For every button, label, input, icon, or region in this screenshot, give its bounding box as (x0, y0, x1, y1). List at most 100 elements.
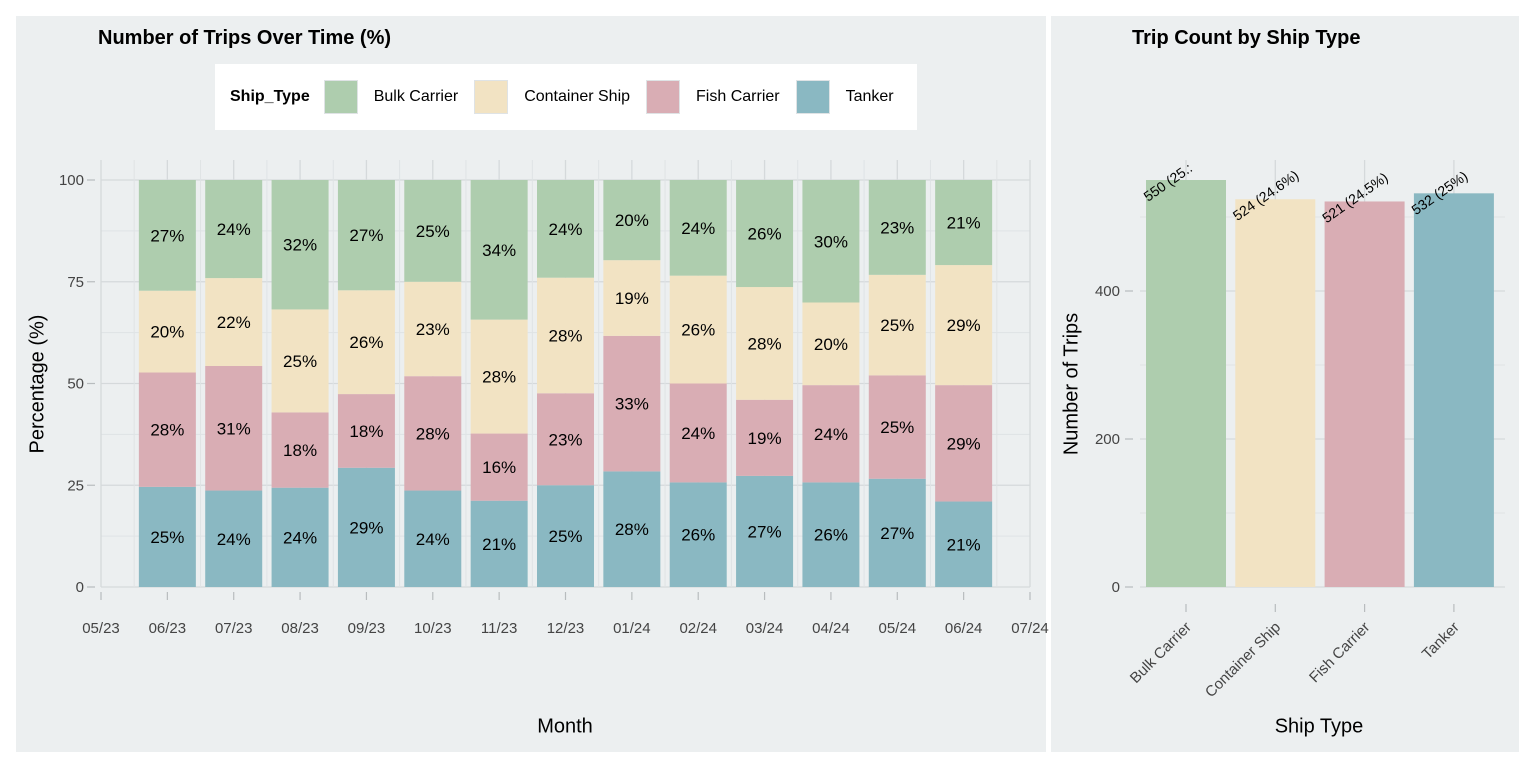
data-label: 24% (217, 530, 251, 549)
data-label: 26% (681, 526, 715, 545)
bar-segment (337, 467, 395, 587)
data-label: 21% (482, 535, 516, 554)
y-tick-label: 0 (76, 579, 84, 596)
bar-segment (337, 180, 395, 291)
y-tick-label: 0 (1112, 579, 1120, 596)
data-label: 32% (283, 236, 317, 255)
legend-title: Ship_Type (230, 88, 310, 105)
x-tick-label: Container Ship (1202, 619, 1284, 701)
data-label: 22% (217, 313, 251, 332)
bar-segment (802, 482, 860, 587)
x-tick-label: 09/23 (348, 620, 386, 637)
data-label: 28% (615, 520, 649, 539)
legend-label: Tanker (845, 88, 894, 105)
data-label: 16% (482, 458, 516, 477)
data-label: 26% (349, 333, 383, 352)
data-label: 21% (947, 214, 981, 233)
bar-segment (537, 393, 594, 486)
x-tick-label: 06/23 (149, 620, 187, 637)
bar-segment (537, 180, 594, 278)
legend-key-fish-carrier (646, 80, 681, 114)
bar (1146, 180, 1226, 587)
data-label: 18% (283, 441, 317, 460)
x-tick-label: 03/24 (746, 620, 784, 637)
bar-segment (736, 180, 794, 288)
data-label: 25% (880, 418, 914, 437)
x-tick-label: 11/23 (481, 620, 517, 637)
data-label: 28% (748, 334, 782, 353)
bar-segment (271, 487, 329, 587)
data-label: 26% (681, 321, 715, 340)
bar-segment (138, 486, 196, 587)
bar-segment (935, 385, 993, 502)
bar-segment (802, 385, 860, 483)
bar-segment (736, 475, 794, 587)
data-label: 20% (814, 335, 848, 354)
bar-segment (868, 274, 926, 376)
bar-segment (603, 180, 661, 261)
data-label: 24% (217, 220, 251, 239)
bar-segment (669, 482, 727, 587)
bar-segment (603, 260, 661, 336)
bar-segment (537, 277, 594, 394)
x-tick-label: Tanker (1419, 619, 1463, 663)
data-label: 27% (349, 226, 383, 245)
data-label: 24% (548, 220, 582, 239)
y-tick-label: 200 (1095, 431, 1120, 448)
x-tick-label: 12/23 (547, 620, 585, 637)
legend-item-fish-carrier: Fish Carrier (646, 80, 780, 114)
data-label: 24% (681, 219, 715, 238)
bar-segment (138, 372, 196, 487)
data-label: 20% (615, 211, 649, 230)
bar-segment (404, 490, 462, 587)
bar (1413, 193, 1494, 587)
x-tick-label: Bulk Carrier (1127, 619, 1195, 687)
data-label: 25% (150, 528, 184, 547)
bar (1324, 201, 1405, 587)
bar-segment (470, 180, 528, 320)
x-tick-label: 10/23 (414, 620, 452, 637)
data-label: 28% (548, 326, 582, 345)
data-label: 20% (150, 323, 184, 342)
y-tick-label: 75 (67, 274, 84, 291)
bar-segment (736, 399, 794, 476)
bar-segment (205, 278, 263, 366)
legend-key-container-ship (474, 80, 509, 114)
x-axis-title: Month (537, 715, 593, 738)
bar-segment (868, 478, 926, 587)
x-axis-title: Ship Type (1274, 715, 1364, 738)
data-label: 33% (615, 395, 649, 414)
data-label: 28% (150, 421, 184, 440)
data-label: 27% (150, 226, 184, 245)
data-label: 21% (947, 535, 981, 554)
bar-segment (669, 180, 727, 276)
bar-segment (669, 383, 727, 483)
legend-item-bulk-carrier: Bulk Carrier (323, 80, 459, 114)
data-label: 23% (416, 320, 450, 339)
x-tick-label: 07/23 (215, 620, 253, 637)
data-label: 18% (349, 422, 383, 441)
bar-segment (868, 375, 926, 479)
bar-segment (802, 180, 860, 303)
legend-label: Fish Carrier (696, 88, 780, 105)
data-label: 29% (947, 316, 981, 335)
x-tick-label: 06/24 (945, 620, 983, 637)
x-tick-label: Fish Carrier (1306, 619, 1373, 686)
bar-segment (935, 501, 993, 587)
bar-segment (205, 180, 263, 279)
data-label: 26% (814, 526, 848, 545)
legend-label: Bulk Carrier (373, 88, 459, 105)
data-label: 25% (416, 222, 450, 241)
bar-segment (138, 290, 196, 373)
bar (1235, 199, 1316, 588)
bar-segment (935, 180, 993, 266)
y-tick-label: 400 (1095, 283, 1120, 300)
bar-segment (271, 412, 329, 488)
bar-segment (603, 335, 661, 472)
bar-segment (935, 265, 993, 386)
data-label: 19% (748, 429, 782, 448)
bar-segment (470, 500, 528, 587)
data-label: 29% (947, 434, 981, 453)
x-tick-label: 08/23 (281, 620, 319, 637)
